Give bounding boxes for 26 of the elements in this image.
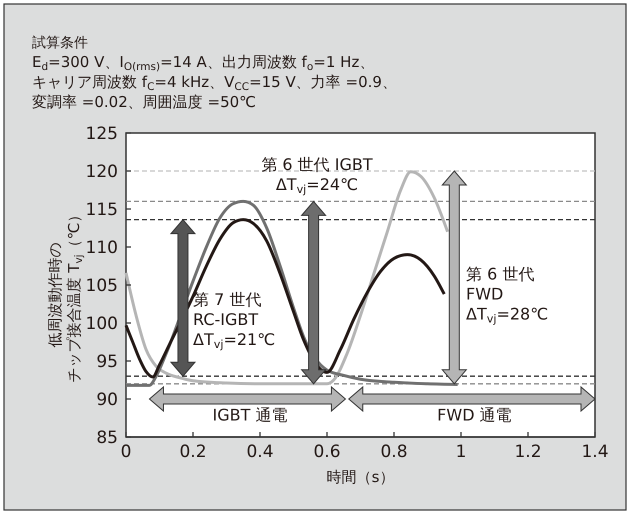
annotation: 第 6 世代 FWD ΔT$_{vj}$=28℃: [466, 264, 548, 326]
x-tick-label: 0.4: [246, 442, 274, 462]
y-tick-label: 95: [96, 352, 118, 372]
x-axis-title: 時間（s）: [326, 468, 394, 486]
y-tick-label: 90: [96, 390, 118, 410]
y-tick-label: 110: [86, 238, 118, 258]
y-tick-label: 120: [86, 162, 118, 182]
text: E$_{d}$=300 V、I$_{O(rms)}$=14 A、出力周波数 f$_{o}$=1 Hz、キャリア周波数 f$_{C}$=4 kHz、V$_{CC}$=15 V、力率 =0.9、変調率 =0.02、周囲温度 =50℃: [32, 53, 397, 111]
x-tick-label: 0.2: [179, 442, 207, 462]
annotation: IGBT 通電: [212, 405, 288, 424]
x-tick-label: 0: [120, 442, 132, 462]
chart-title: 試算条件: [32, 35, 88, 51]
x-tick-label: 0.8: [380, 442, 408, 462]
y-tick-label: 100: [86, 314, 118, 334]
y-tick-label: 105: [86, 276, 118, 296]
x-tick-label: 1.2: [514, 442, 542, 462]
y-tick-label: 115: [86, 200, 118, 220]
x-tick-label: 0.6: [313, 442, 341, 462]
x-tick-label: 1.4: [581, 442, 609, 462]
y-tick-label: 125: [86, 124, 118, 144]
annotation: 第 6 世代 IGBT ΔT$_{vj}$=24℃: [261, 155, 373, 196]
annotation: 第 7 世代 RC-IGBT ΔT$_{vj}$=21℃: [193, 290, 276, 351]
line-series: [124, 218, 446, 378]
annotation: FWD 通電: [437, 405, 512, 424]
y-tick-label: 85: [96, 428, 118, 448]
x-tick-label: 1: [456, 442, 466, 462]
